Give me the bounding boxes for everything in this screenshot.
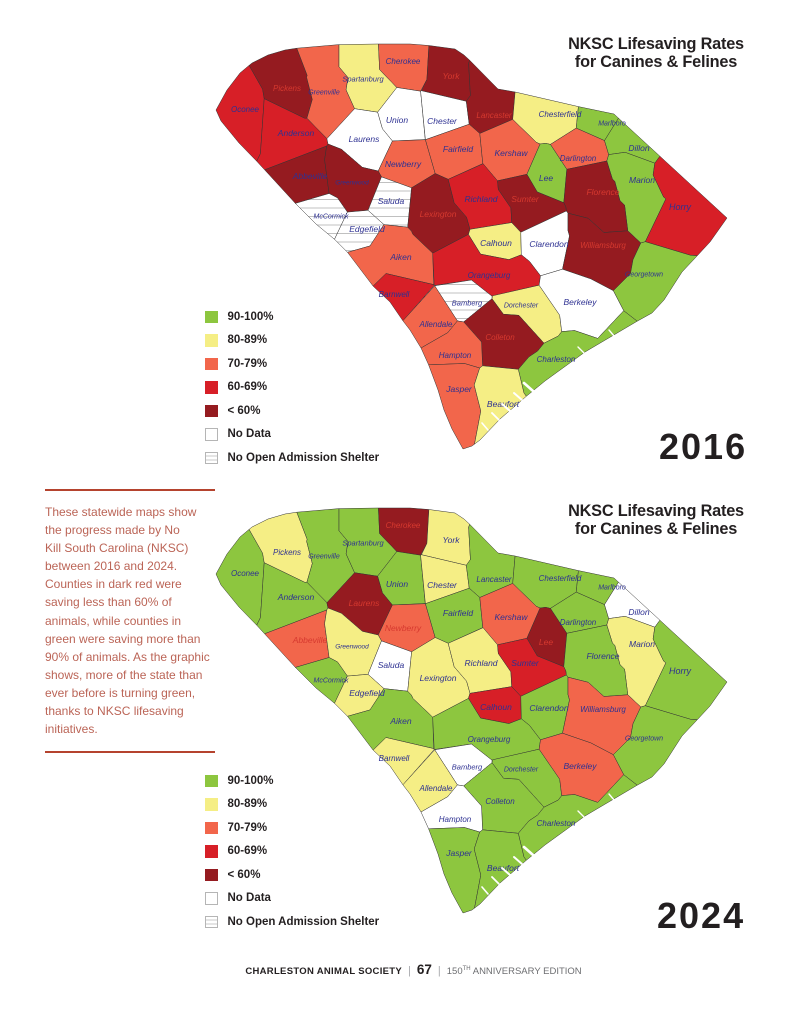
svg-text:Cherokee: Cherokee <box>386 521 421 530</box>
svg-text:Orangeburg: Orangeburg <box>468 271 511 280</box>
svg-text:Greenwood: Greenwood <box>335 643 369 650</box>
svg-text:Lancaster: Lancaster <box>476 111 511 120</box>
svg-text:Laurens: Laurens <box>349 598 380 608</box>
svg-text:Fairfield: Fairfield <box>443 144 474 154</box>
svg-text:Barnwell: Barnwell <box>379 754 410 763</box>
svg-text:Greenwood: Greenwood <box>335 179 369 186</box>
svg-text:Cherokee: Cherokee <box>386 57 421 66</box>
svg-text:Horry: Horry <box>669 202 691 212</box>
svg-text:Kershaw: Kershaw <box>494 148 528 158</box>
svg-text:Williamsburg: Williamsburg <box>580 705 626 714</box>
svg-text:Union: Union <box>386 115 408 125</box>
svg-text:Kershaw: Kershaw <box>494 612 528 622</box>
svg-text:Abbeville: Abbeville <box>292 171 328 181</box>
svg-text:Bamberg: Bamberg <box>452 299 483 308</box>
svg-text:York: York <box>442 535 460 545</box>
svg-text:Pickens: Pickens <box>273 84 301 93</box>
svg-text:Aiken: Aiken <box>389 716 412 726</box>
svg-text:Lexington: Lexington <box>420 209 457 219</box>
svg-text:Bamberg: Bamberg <box>452 763 483 772</box>
svg-text:Marion: Marion <box>629 175 655 185</box>
svg-text:Horry: Horry <box>669 666 691 676</box>
svg-text:Spartanburg: Spartanburg <box>342 75 384 84</box>
svg-text:Fairfield: Fairfield <box>443 608 474 618</box>
svg-text:Saluda: Saluda <box>378 196 405 206</box>
svg-text:Richland: Richland <box>464 194 497 204</box>
svg-text:Spartanburg: Spartanburg <box>342 539 384 548</box>
svg-text:Colleton: Colleton <box>485 333 515 342</box>
svg-text:McCormick: McCormick <box>314 213 349 220</box>
svg-text:Barnwell: Barnwell <box>379 290 410 299</box>
svg-text:Clarendon: Clarendon <box>529 703 568 713</box>
svg-text:Hampton: Hampton <box>439 815 472 824</box>
svg-text:Dillon: Dillon <box>628 143 650 153</box>
svg-text:Williamsburg: Williamsburg <box>580 241 626 250</box>
svg-text:Greenville: Greenville <box>308 554 340 561</box>
svg-text:Pickens: Pickens <box>273 548 301 557</box>
svg-text:Calhoun: Calhoun <box>480 702 512 712</box>
svg-text:Sumter: Sumter <box>511 194 540 204</box>
svg-text:Colleton: Colleton <box>485 797 515 806</box>
svg-text:Edgefield: Edgefield <box>349 224 385 234</box>
svg-text:Darlington: Darlington <box>560 154 597 163</box>
svg-text:Aiken: Aiken <box>389 252 412 262</box>
svg-text:Richland: Richland <box>464 658 497 668</box>
svg-text:Berkeley: Berkeley <box>563 761 597 771</box>
svg-text:Anderson: Anderson <box>277 592 315 602</box>
svg-text:Saluda: Saluda <box>378 660 405 670</box>
svg-text:Florence: Florence <box>586 651 619 661</box>
svg-text:Chesterfield: Chesterfield <box>539 574 582 583</box>
svg-text:Lee: Lee <box>539 637 553 647</box>
svg-text:Anderson: Anderson <box>277 128 315 138</box>
svg-text:Dorchester: Dorchester <box>504 766 539 773</box>
svg-text:Charleston: Charleston <box>537 819 576 828</box>
svg-text:Florence: Florence <box>586 187 619 197</box>
svg-text:Edgefield: Edgefield <box>349 688 385 698</box>
svg-text:Greenville: Greenville <box>308 90 340 97</box>
svg-text:Lancaster: Lancaster <box>476 575 511 584</box>
svg-text:Lexington: Lexington <box>420 673 457 683</box>
svg-text:Hampton: Hampton <box>439 351 472 360</box>
svg-text:Oconee: Oconee <box>231 569 260 578</box>
svg-text:Marion: Marion <box>629 639 655 649</box>
svg-text:Allendale: Allendale <box>419 784 453 793</box>
svg-text:Georgetown: Georgetown <box>625 271 663 278</box>
svg-text:Lee: Lee <box>539 173 553 183</box>
svg-text:Darlington: Darlington <box>560 618 597 627</box>
svg-text:Newberry: Newberry <box>385 159 422 169</box>
svg-text:York: York <box>442 71 460 81</box>
svg-text:Georgetown: Georgetown <box>625 735 663 742</box>
svg-text:Chester: Chester <box>427 580 458 590</box>
svg-text:Clarendon: Clarendon <box>529 239 568 249</box>
svg-text:Jasper: Jasper <box>445 848 473 858</box>
svg-text:Dorchester: Dorchester <box>504 302 539 309</box>
svg-text:Abbeville: Abbeville <box>292 635 328 645</box>
svg-text:Calhoun: Calhoun <box>480 238 512 248</box>
svg-text:Dillon: Dillon <box>628 607 650 617</box>
svg-text:Oconee: Oconee <box>231 105 260 114</box>
svg-text:Chesterfield: Chesterfield <box>539 110 582 119</box>
svg-text:Jasper: Jasper <box>445 384 473 394</box>
svg-text:Berkeley: Berkeley <box>563 297 597 307</box>
svg-text:Chester: Chester <box>427 116 458 126</box>
svg-text:Marlboro: Marlboro <box>598 121 626 128</box>
svg-text:Orangeburg: Orangeburg <box>468 735 511 744</box>
svg-text:McCormick: McCormick <box>314 677 349 684</box>
svg-text:Newberry: Newberry <box>385 623 422 633</box>
svg-text:Union: Union <box>386 579 408 589</box>
svg-text:Charleston: Charleston <box>537 355 576 364</box>
svg-text:Sumter: Sumter <box>511 658 540 668</box>
svg-text:Allendale: Allendale <box>419 320 453 329</box>
svg-text:Marlboro: Marlboro <box>598 585 626 592</box>
svg-text:Laurens: Laurens <box>349 134 380 144</box>
